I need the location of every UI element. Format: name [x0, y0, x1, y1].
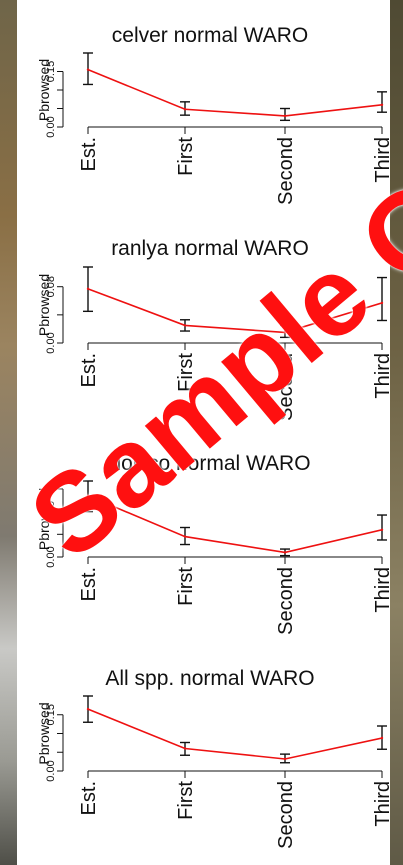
data-point: [183, 747, 187, 750]
x-tick-label: Third: [372, 353, 394, 399]
y-tick-label: 0.00: [45, 332, 57, 353]
data-point: [380, 736, 384, 740]
data-point: [86, 287, 90, 291]
x-tick-label: Second: [275, 781, 297, 849]
x-tick-label: Est.: [78, 567, 100, 601]
data-point: [283, 331, 287, 334]
data-point: [86, 707, 90, 711]
y-tick-label: 0.08: [45, 276, 57, 297]
data-point: [183, 108, 187, 111]
y-tick-label: 0.00: [45, 116, 57, 137]
y-axis-label: Pbrowsed: [36, 59, 52, 121]
series-line: [87, 68, 383, 117]
series-line: [87, 708, 383, 760]
x-tick-label: Est.: [78, 353, 100, 387]
data-point: [86, 68, 90, 71]
chart-panel: [17, 0, 390, 865]
y-axis-label: Pbrowsed: [36, 274, 52, 336]
chart-title: ranlya normal WARO: [111, 237, 309, 260]
x-tick-label: First: [175, 353, 197, 392]
data-point: [380, 301, 384, 305]
x-tick-label: Second: [275, 137, 297, 205]
data-point: [283, 551, 287, 554]
chart-title: dolsco normal WARO: [109, 452, 310, 475]
y-tick-label: 0.00: [45, 760, 57, 781]
series-line: [87, 495, 383, 554]
x-tick-label: Third: [372, 137, 394, 183]
chart-title: All spp. normal WARO: [105, 667, 314, 690]
y-tick-label: 0.00: [45, 546, 57, 567]
x-tick-label: First: [175, 567, 197, 606]
x-tick-label: First: [175, 137, 197, 176]
x-tick-label: Second: [275, 567, 297, 635]
data-point: [283, 114, 287, 118]
series-line: [87, 288, 383, 334]
x-tick-label: Third: [372, 567, 394, 613]
y-tick-label: 0.20: [45, 501, 57, 522]
x-tick-label: First: [175, 781, 197, 820]
y-tick-label: 0.15: [45, 704, 57, 725]
y-tick-label: 0.15: [45, 61, 57, 82]
background-photo-edge: [388, 0, 403, 865]
data-point: [86, 494, 90, 497]
x-tick-label: Est.: [78, 781, 100, 815]
x-tick-label: Second: [275, 353, 297, 421]
data-point: [283, 757, 287, 761]
x-tick-label: Est.: [78, 137, 100, 171]
data-point: [183, 535, 187, 538]
x-tick-label: Third: [372, 781, 394, 827]
data-point: [380, 528, 384, 531]
data-point: [183, 324, 187, 327]
data-point: [380, 103, 384, 107]
y-axis-label: Pbrowsed: [36, 488, 52, 550]
chart-title: celver normal WARO: [112, 24, 308, 47]
y-axis-label: Pbrowsed: [36, 702, 52, 764]
